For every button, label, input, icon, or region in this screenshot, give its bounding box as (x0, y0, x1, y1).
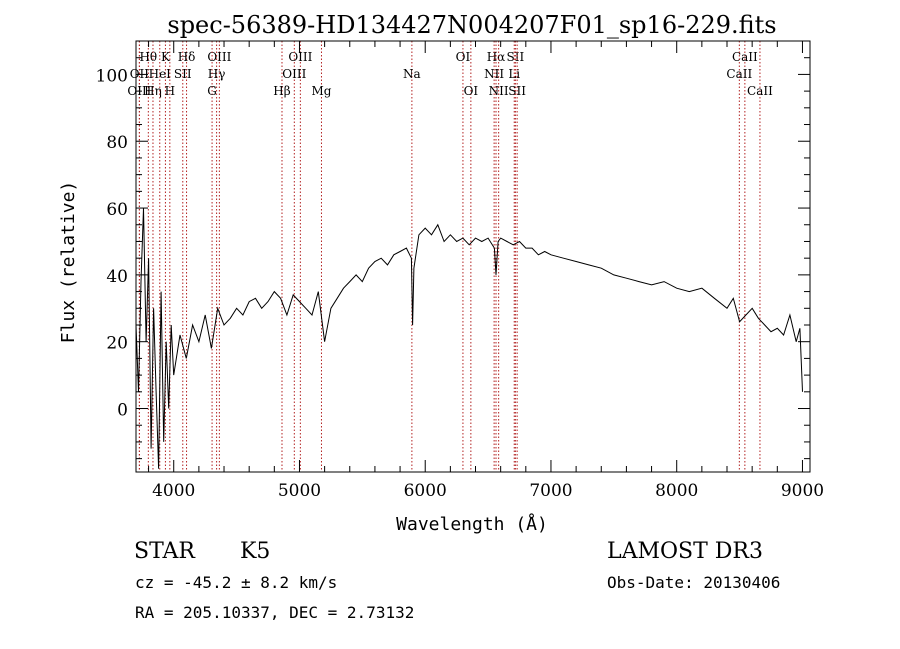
line-marker-label: H (165, 84, 175, 98)
y-tick-label: 100 (96, 66, 128, 86)
x-tick-label: 8000 (655, 481, 698, 501)
y-axis-label: Flux (relative) (58, 181, 79, 344)
line-marker-label: NII (489, 84, 509, 98)
line-marker-label: OI (456, 50, 471, 64)
line-marker-label: OI (464, 84, 479, 98)
chart-title: spec-56389-HD134427N004207F01_sp16-229.f… (167, 11, 776, 39)
obs-date-text: Obs-Date: 20130406 (607, 573, 781, 592)
y-tick-label: 0 (117, 401, 128, 421)
line-marker-label: Hθ (139, 50, 157, 64)
x-tick-label: 4000 (152, 481, 195, 501)
object-subclass: K5 (240, 539, 271, 564)
object-class: STAR (134, 539, 195, 564)
line-marker-label: OIII (288, 50, 312, 64)
line-marker-label: Hη (144, 84, 162, 98)
y-tick-label: 80 (106, 133, 128, 153)
line-marker-label: Hγ (208, 67, 226, 81)
line-marker-label: NII (484, 67, 504, 81)
line-marker-label: Na (403, 67, 421, 81)
line-marker-label: CaII (726, 67, 752, 81)
line-marker-label: SII (507, 50, 525, 64)
line-marker-label: G (207, 84, 217, 98)
line-marker-label: HeI (149, 67, 172, 81)
coordinates-text: RA = 205.10337, DEC = 2.73132 (135, 603, 415, 622)
line-marker-label: Mg (311, 84, 331, 98)
plot-frame (135, 40, 811, 473)
x-tick-label: 6000 (404, 481, 447, 501)
y-tick-label: 20 (106, 334, 128, 354)
line-marker-label: SII (174, 67, 192, 81)
line-marker-label: Hα (487, 50, 506, 64)
line-marker-label: Li (508, 67, 520, 81)
y-tick-label: 60 (106, 200, 128, 220)
redshift-text: cz = -45.2 ± 8.2 km/s (135, 573, 338, 592)
y-tick-label: 40 (106, 267, 128, 287)
line-marker-label: Hβ (273, 84, 290, 98)
line-marker-label: Hδ (178, 50, 196, 64)
x-axis: 4000 5000 6000 7000 8000 9000 (148, 41, 824, 501)
line-marker-label: CaII (732, 50, 758, 64)
y-axis: 0 20 40 60 80 100 (96, 57, 810, 460)
line-marker-label: K (161, 50, 171, 64)
line-marker-label: OIII (282, 67, 306, 81)
x-axis-label: Wavelength (Å) (396, 513, 548, 535)
x-tick-label: 9000 (781, 481, 824, 501)
x-tick-label: 7000 (529, 481, 572, 501)
x-tick-label: 5000 (278, 481, 321, 501)
line-marker-label: CaII (747, 84, 773, 98)
line-marker-label: SII (508, 84, 526, 98)
survey-label: LAMOST DR3 (607, 539, 763, 564)
spectrum-line (135, 208, 803, 469)
line-marker-label: OIII (207, 50, 231, 64)
